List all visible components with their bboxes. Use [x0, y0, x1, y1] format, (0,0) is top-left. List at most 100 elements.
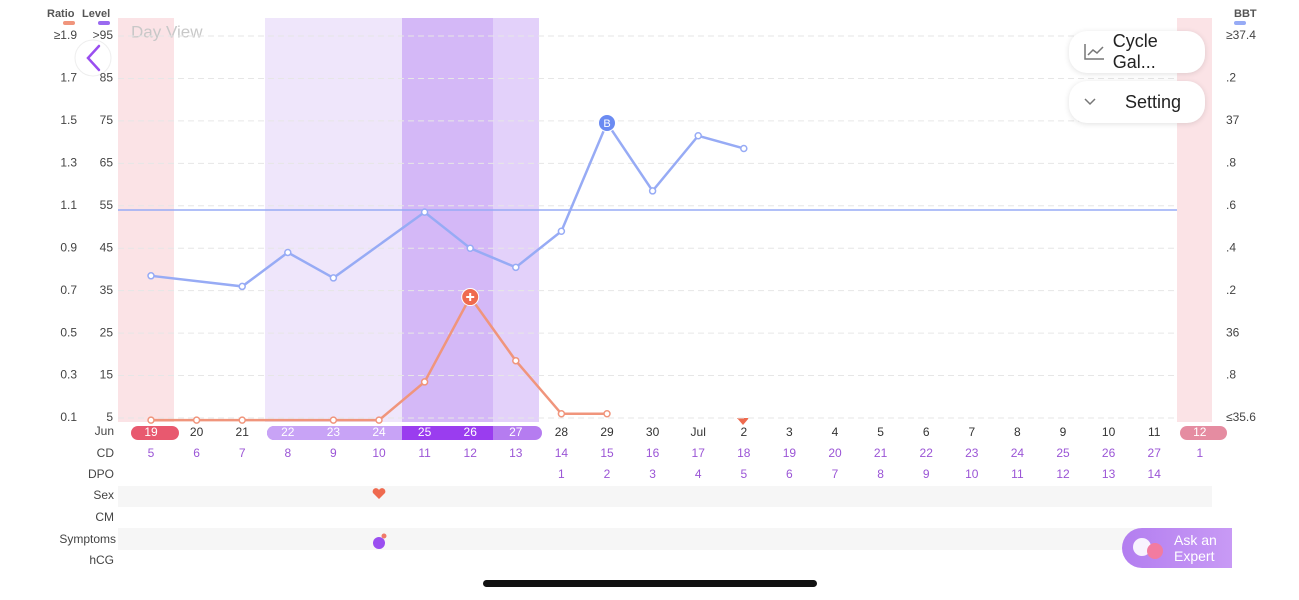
fertile-band: [493, 18, 539, 422]
expert-button[interactable]: Ask an Expert: [1122, 528, 1232, 568]
series-line: [150, 120, 745, 288]
date-label: 27: [509, 425, 523, 439]
row-label: hCG: [89, 553, 114, 567]
cd-label: 9: [330, 446, 337, 460]
date-label: 4: [832, 425, 839, 439]
back-icon[interactable]: [86, 44, 101, 72]
level-label: Level: [82, 8, 110, 20]
dpo-label: 12: [1056, 467, 1070, 481]
date-label: 5: [877, 425, 884, 439]
period-band: [118, 18, 174, 422]
back-button[interactable]: [74, 39, 112, 77]
date-label: 2: [740, 425, 747, 439]
cd-label: 16: [646, 446, 660, 460]
legend-swatch: [63, 21, 75, 25]
tick-label: 35: [100, 283, 114, 297]
plus-icon: [466, 293, 475, 302]
expert-line[interactable]: Ask an: [1174, 532, 1217, 548]
date-label: 7: [968, 425, 975, 439]
tick-label: ≥37.4: [1226, 28, 1256, 42]
cycle-button[interactable]: Cycle Gal...: [1069, 31, 1205, 73]
icon-path: [1084, 44, 1104, 60]
back-circle[interactable]: [74, 39, 112, 77]
point: [238, 282, 246, 291]
cd-label: 18: [737, 446, 751, 460]
point: [375, 416, 383, 424]
heart-icon: [372, 488, 386, 499]
dpo-label: 1: [558, 467, 565, 481]
tick-label: 1.7: [60, 71, 77, 85]
cd-label: 22: [920, 446, 934, 460]
date-label: 23: [327, 425, 341, 439]
tick-label: ≤35.6: [1226, 410, 1256, 424]
point: [557, 410, 566, 418]
point: [192, 416, 201, 424]
dpo-label: 10: [965, 467, 979, 481]
date-label: 26: [464, 425, 478, 439]
tick-label: 5: [106, 410, 113, 424]
point: [648, 187, 657, 195]
highlight-marker: [598, 114, 616, 133]
tick-label: 1.1: [60, 198, 77, 212]
cd-label: 24: [1011, 446, 1025, 460]
tick-label: .2: [1226, 71, 1236, 85]
cd-label: 12: [464, 446, 478, 460]
chart-icon: [1084, 44, 1104, 60]
period-band: [1177, 18, 1212, 422]
month-label: Jun: [95, 424, 114, 438]
cd-label: 8: [284, 446, 291, 460]
point: [284, 248, 292, 257]
setting-text[interactable]: Setting: [1125, 91, 1182, 112]
dpo-label: 9: [923, 467, 930, 481]
row-label: CD: [97, 446, 115, 460]
tick-label: 0.5: [60, 325, 77, 339]
point: [603, 410, 611, 418]
dpo-label: 8: [877, 467, 884, 481]
symptom-dot: [381, 533, 387, 539]
day-view: Day View: [131, 22, 203, 41]
date-label: 30: [646, 425, 660, 439]
dpo-label: 2: [604, 467, 611, 481]
peak-band: [402, 18, 493, 422]
date-label: Jul: [691, 425, 706, 439]
tick-label: 0.9: [60, 240, 77, 254]
date-label: 25: [418, 425, 432, 439]
date-label: 28: [555, 425, 569, 439]
date-label: 9: [1060, 425, 1067, 439]
cd-label: 23: [965, 446, 979, 460]
home-indicator: [483, 580, 817, 587]
point: [238, 416, 246, 424]
row-label: DPO: [88, 467, 114, 481]
tick-label: 0.3: [60, 368, 77, 382]
cycle-text[interactable]: Cycle Gal...: [1112, 31, 1158, 72]
fertile-band: [265, 18, 402, 422]
series-line: [151, 294, 607, 422]
setting-button[interactable]: Setting: [1069, 81, 1205, 123]
tick-label: 15: [100, 368, 114, 382]
dpo-label: 3: [649, 467, 656, 481]
date-pill: [1180, 426, 1227, 440]
cd-label: 5: [148, 446, 155, 460]
tick-label: 1.5: [60, 113, 77, 127]
tick-label: 65: [100, 156, 114, 170]
point: [512, 356, 520, 365]
dpo-label: 14: [1148, 467, 1162, 481]
cd-label: 19: [783, 446, 797, 460]
dpo-label: 5: [740, 467, 747, 481]
expert-line[interactable]: Expert: [1174, 548, 1215, 564]
point: [147, 272, 155, 280]
tick-label: 75: [100, 113, 114, 127]
cd-label: 17: [692, 446, 706, 460]
ovulation-marker: [737, 418, 749, 425]
date-label: 21: [236, 425, 250, 439]
cd-label: 26: [1102, 446, 1116, 460]
cd-label: 13: [509, 446, 523, 460]
row-label: CM: [95, 510, 114, 524]
point: [557, 227, 566, 235]
expert-text[interactable]: Ask an Expert: [1174, 532, 1217, 564]
tick-label: 37: [1226, 113, 1240, 127]
cd-label: 21: [874, 446, 888, 460]
point: [694, 131, 702, 140]
ratio-label: Ratio: [47, 8, 75, 20]
